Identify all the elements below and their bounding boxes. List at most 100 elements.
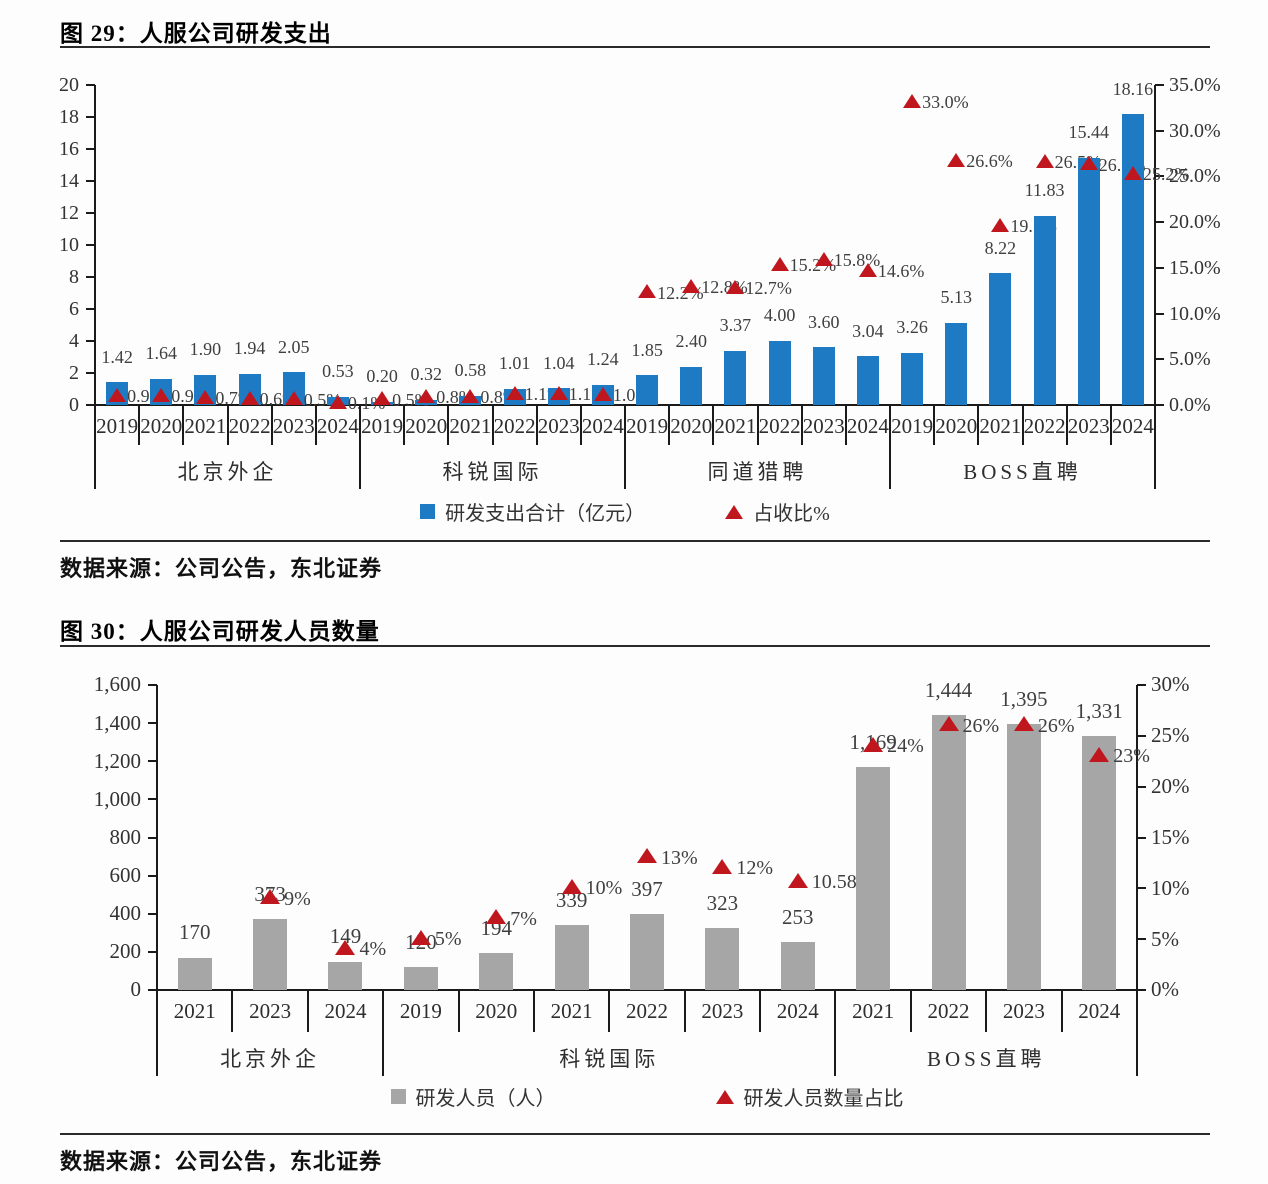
right-axis-tick-label: 20.0%	[1169, 211, 1221, 234]
bar	[150, 378, 173, 405]
pct-triangle-marker	[486, 909, 507, 925]
pct-triangle-marker	[196, 389, 215, 404]
bar-value-label: 1.64	[145, 343, 178, 364]
bar-value-label: 194	[480, 915, 512, 940]
year-label: 2024	[316, 414, 359, 438]
bar-value-label: 149	[329, 924, 362, 949]
pct-triangle-marker	[1089, 746, 1110, 762]
year-separator	[668, 405, 671, 445]
year-separator	[712, 405, 715, 445]
year-label: 2021	[449, 414, 492, 438]
bar-value-label: 2.05	[278, 336, 310, 357]
pct-triangle-marker	[947, 152, 966, 167]
left-axis-tick-label: 6	[69, 298, 79, 320]
right-axis-tick-label: 0%	[1151, 977, 1179, 1002]
pct-triangle-marker	[638, 284, 657, 299]
pct-triangle-marker	[903, 94, 922, 109]
right-axis-tick	[1137, 989, 1146, 991]
right-axis-tick	[1155, 221, 1164, 224]
bar-value-label: 323	[706, 891, 739, 916]
bar-value-label: 3.60	[808, 311, 840, 332]
year-label: 2022	[758, 414, 801, 438]
bar	[636, 375, 659, 405]
bar-value-label: 1.85	[631, 339, 663, 360]
right-axis-tick	[1155, 404, 1164, 406]
year-separator	[226, 405, 229, 445]
year-separator	[532, 990, 535, 1032]
bar	[680, 366, 703, 405]
red-triangle-marker-icon	[725, 504, 744, 519]
year-separator	[359, 405, 361, 445]
left-axis-tick-label: 800	[109, 824, 142, 849]
pct-triangle-marker	[712, 858, 733, 874]
bar	[856, 356, 879, 405]
pct-triangle-marker	[373, 391, 392, 406]
bar	[106, 382, 129, 405]
year-label: 2022	[228, 414, 271, 438]
group-label: 科锐国际	[559, 1047, 660, 1071]
bar-value-label: 1,169	[849, 730, 897, 754]
bar	[1006, 724, 1041, 990]
year-separator	[683, 990, 686, 1032]
figure30-legend: 研发人员（人） 研发人员数量占比	[157, 1082, 1137, 1111]
right-axis-tick	[1155, 175, 1164, 178]
year-separator	[535, 405, 538, 445]
bar	[238, 373, 261, 405]
pct-label: 0.7%	[215, 387, 253, 408]
bar	[554, 925, 589, 990]
right-axis-tick-label: 30.0%	[1169, 119, 1221, 142]
bar-value-label: 15.44	[1068, 122, 1110, 143]
year-separator	[834, 990, 837, 1032]
year-label: 2020	[405, 414, 448, 438]
pct-label: 0.9%	[127, 385, 165, 406]
right-axis-tick-label: 0.0%	[1169, 394, 1211, 416]
pct-label: 26%	[962, 714, 1000, 737]
bar	[403, 967, 438, 990]
pct-label: 33.0%	[922, 92, 969, 113]
pct-triangle-marker	[858, 262, 877, 277]
pct-label: 12%	[736, 857, 774, 879]
year-separator	[579, 405, 582, 445]
year-label: 2022	[1023, 414, 1066, 438]
legend-item-bar-series: 研发人员（人）	[390, 1082, 556, 1111]
bar	[856, 767, 891, 990]
group-divider	[156, 990, 158, 1076]
pct-label: 26.5%	[1054, 151, 1102, 172]
pct-label: 0.6%	[259, 388, 298, 409]
bar	[328, 961, 363, 990]
group-divider	[359, 405, 361, 489]
year-separator	[314, 405, 317, 445]
pct-label: 25.2%	[1142, 163, 1190, 184]
pct-label: 12.8%	[701, 277, 748, 298]
left-axis-tick-label: 1,600	[93, 672, 141, 697]
year-label: 2020	[140, 414, 183, 438]
bar-value-label: 1.01	[498, 353, 531, 374]
pct-label: 26%	[1037, 714, 1075, 737]
bar-value-label: 1.42	[101, 346, 133, 367]
group-label: 科锐国际	[442, 460, 543, 484]
group-divider	[94, 405, 96, 489]
group-divider	[889, 405, 891, 489]
pct-label: 15.8%	[833, 249, 881, 270]
right-axis-tick	[1155, 358, 1164, 361]
pct-triangle-marker	[1035, 153, 1054, 168]
bar	[931, 714, 966, 990]
pct-label: 0.8%	[480, 386, 518, 407]
right-axis-tick	[1137, 836, 1146, 839]
right-axis-tick	[1155, 84, 1164, 86]
right-axis-tick	[1137, 938, 1146, 941]
right-axis-tick	[1155, 312, 1164, 315]
pct-label: 0.8%	[436, 386, 474, 407]
year-label: 2022	[927, 999, 970, 1023]
left-axis-tick-label: 0	[69, 394, 79, 416]
bar	[282, 372, 305, 405]
pct-triangle-marker	[461, 388, 480, 403]
year-separator	[844, 405, 847, 445]
bar	[989, 273, 1012, 405]
bar-value-label: 1,331	[1075, 699, 1123, 724]
year-separator	[889, 405, 891, 445]
left-axis-tick-label: 1,400	[93, 710, 141, 735]
year-label: 2021	[550, 999, 593, 1023]
bar	[630, 914, 664, 990]
